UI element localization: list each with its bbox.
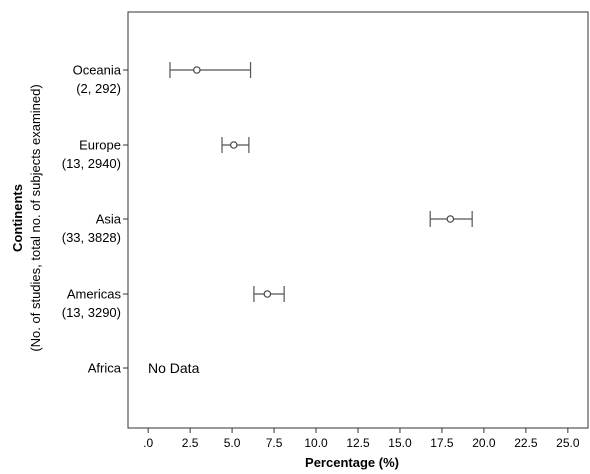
point-estimate: [229, 141, 238, 149]
point-estimate: [193, 66, 201, 74]
category-detail-label: (13, 3290): [62, 305, 121, 320]
x-tick-label: 2.5: [182, 436, 199, 450]
x-tick-label: .0: [143, 436, 153, 450]
y-axis: Oceania (2, 292) Europe (13, 2940) Asia (33, …: [62, 63, 128, 376]
category-detail-label: (2, 292): [76, 81, 121, 96]
x-axis-title: Percentage (%): [305, 455, 399, 470]
x-tick-label: 20.0: [472, 436, 496, 450]
error-bars: No Data: [148, 62, 473, 376]
x-tick-label: 25.0: [556, 436, 580, 450]
y-axis-title: Continents: [10, 184, 25, 252]
x-tick-label: 7.5: [266, 436, 283, 450]
x-tick-label: 17.5: [430, 436, 454, 450]
category-detail-label: (33, 3828): [62, 230, 121, 245]
x-tick-label: 12.5: [346, 436, 370, 450]
category-detail-label: (13, 2940): [62, 156, 121, 171]
category-label: Asia: [96, 212, 122, 227]
x-axis: .0 2.5 5.0 7.5 10.0 12.5 15.0 17.5 20.0 22.5 25.0: [143, 428, 580, 450]
x-tick-label: 22.5: [514, 436, 538, 450]
x-tick-label: 15.0: [388, 436, 412, 450]
x-tick-label: 5.0: [224, 436, 241, 450]
category-label: Americas: [67, 287, 122, 302]
category-label: Africa: [88, 361, 122, 376]
category-label: Oceania: [73, 63, 122, 78]
category-label: Europe: [79, 138, 121, 153]
no-data-annotation: No Data: [148, 360, 200, 376]
point-estimate: [263, 290, 272, 298]
point-estimate: [446, 215, 455, 223]
x-tick-label: 10.0: [304, 436, 328, 450]
y-axis-subtitle: (No. of studies, total no. of subjects e…: [28, 84, 43, 351]
